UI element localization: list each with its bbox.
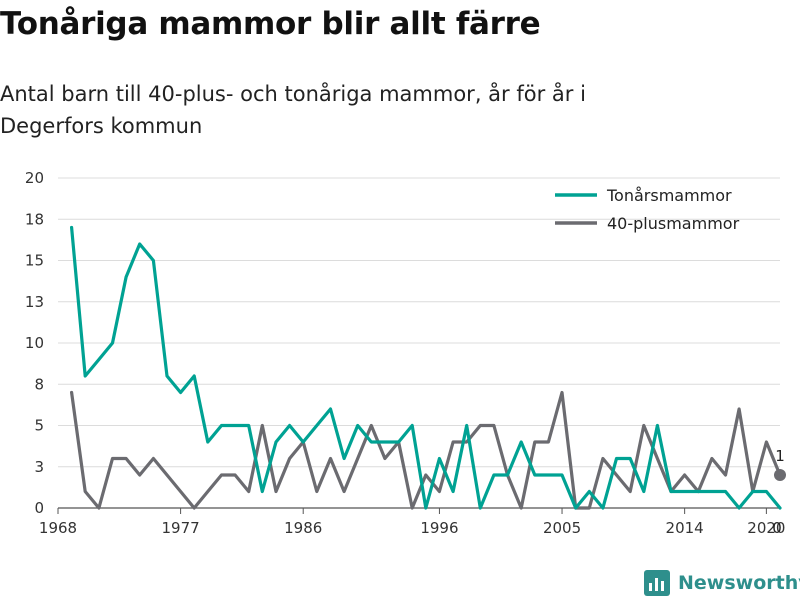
- end-label: 1: [775, 447, 785, 465]
- legend-label: Tonårsmammor: [606, 186, 732, 205]
- y-tick-label: 18: [25, 210, 44, 228]
- x-tick-label: 2014: [666, 519, 704, 537]
- end-labels: 10: [772, 447, 786, 537]
- series-lines: [70, 225, 782, 510]
- grid-lines: [58, 177, 780, 509]
- end-label: 0: [772, 519, 782, 537]
- chart-subtitle: Antal barn till 40-plus- och tonåriga ma…: [0, 82, 586, 138]
- x-tick-label: 2020: [747, 519, 785, 537]
- y-tick-label: 0: [34, 499, 44, 517]
- chart-title: Tonåriga mammor blir allt färre: [0, 6, 541, 42]
- y-tick-label: 13: [25, 293, 44, 311]
- y-tick-label: 8: [34, 375, 44, 393]
- newsworthy-logo: Newsworthy: [644, 570, 800, 596]
- y-axis-ticks: 0 3 5 8 10 13 15 18 20: [25, 169, 44, 517]
- x-tick-label: 1977: [162, 519, 200, 537]
- y-tick-label: 5: [34, 417, 44, 435]
- x-tick-label: 1986: [284, 519, 322, 537]
- legend-label: 40-plusmammor: [607, 214, 740, 233]
- series-end-marker: [774, 469, 786, 481]
- x-axis-ticks: 1968 1977 1986 1996 2005 2014 2020: [39, 508, 785, 537]
- y-tick-label: 20: [25, 169, 44, 187]
- y-tick-label: 10: [25, 334, 44, 352]
- y-tick-label: 15: [25, 252, 44, 270]
- newsworthy-logo-icon: [644, 570, 670, 596]
- series-line: [70, 390, 782, 510]
- y-tick-label: 3: [34, 458, 44, 476]
- x-tick-label: 2005: [543, 519, 581, 537]
- legend: Tonårsmammor 40-plusmammor: [555, 186, 740, 233]
- x-tick-label: 1968: [39, 519, 77, 537]
- newsworthy-logo-text: Newsworthy: [678, 572, 800, 594]
- series-line: [70, 225, 782, 510]
- x-tick-label: 1996: [420, 519, 458, 537]
